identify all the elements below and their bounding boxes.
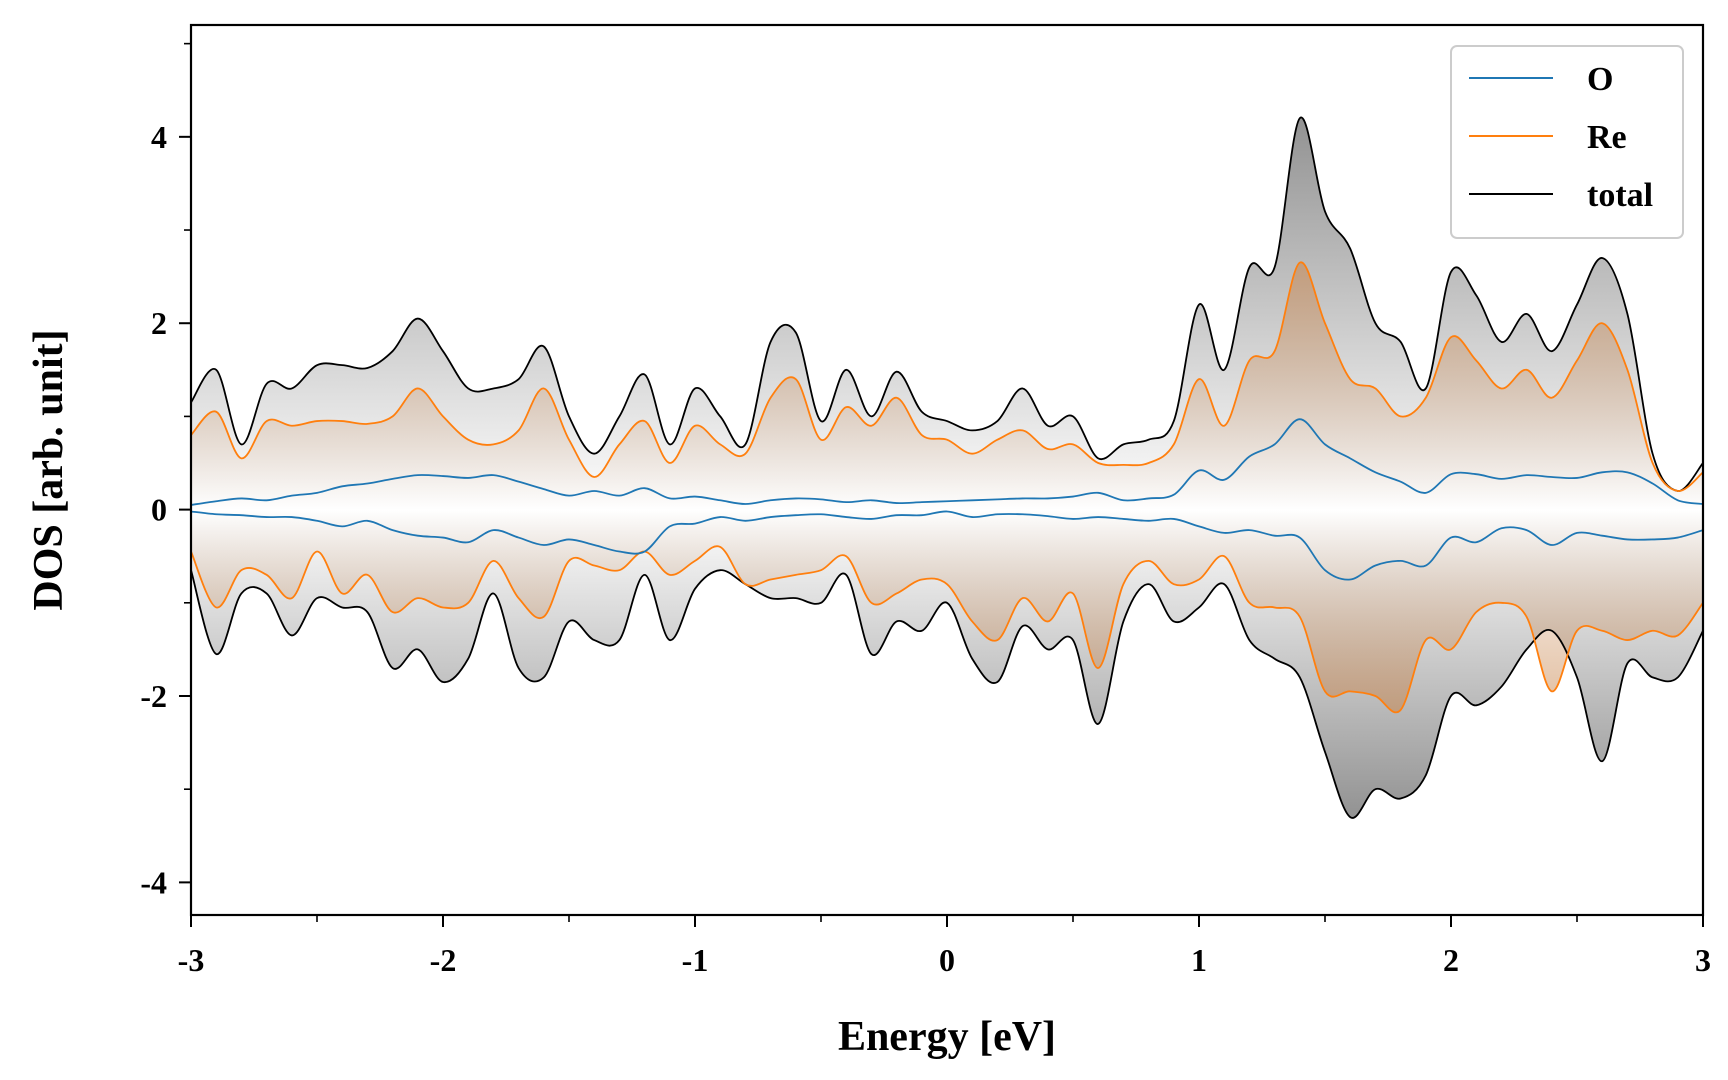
x-tick-label: -1 bbox=[682, 942, 709, 978]
y-tick-label: 0 bbox=[151, 492, 167, 528]
legend: O Re total bbox=[1450, 45, 1684, 239]
y-tick-label: -2 bbox=[140, 678, 167, 714]
series-line-re-spin-up bbox=[191, 261, 1703, 492]
series-line-total-spin-down bbox=[191, 569, 1703, 819]
x-tick-label: -3 bbox=[178, 942, 205, 978]
series-line-o-spin-up bbox=[191, 418, 1703, 506]
x-axis: -3 -2 -1 0 1 2 3 bbox=[178, 915, 1711, 978]
x-axis-label: Energy [eV] bbox=[838, 1014, 1056, 1060]
y-axis: -4 -2 0 2 4 bbox=[140, 42, 191, 900]
x-tick-label: -2 bbox=[430, 942, 457, 978]
curve-layer bbox=[191, 116, 1703, 819]
y-tick-label: 4 bbox=[151, 119, 167, 155]
y-axis-label: DOS [arb. unit] bbox=[26, 329, 72, 610]
x-tick-label: 2 bbox=[1443, 942, 1459, 978]
x-tick-label: 0 bbox=[939, 942, 955, 978]
legend-box bbox=[1450, 45, 1684, 239]
y-tick-label: -4 bbox=[140, 864, 167, 900]
series-line-o-spin-down bbox=[191, 510, 1703, 581]
x-tick-label: 1 bbox=[1191, 942, 1207, 978]
y-tick-label: 2 bbox=[151, 305, 167, 341]
series-line-total-spin-up bbox=[191, 116, 1703, 492]
series-line-re-spin-down bbox=[191, 545, 1703, 714]
legend-label-o: O bbox=[1587, 61, 1613, 98]
x-tick-label: 3 bbox=[1695, 942, 1711, 978]
legend-label-total: total bbox=[1587, 177, 1653, 214]
legend-label-re: Re bbox=[1587, 119, 1627, 156]
